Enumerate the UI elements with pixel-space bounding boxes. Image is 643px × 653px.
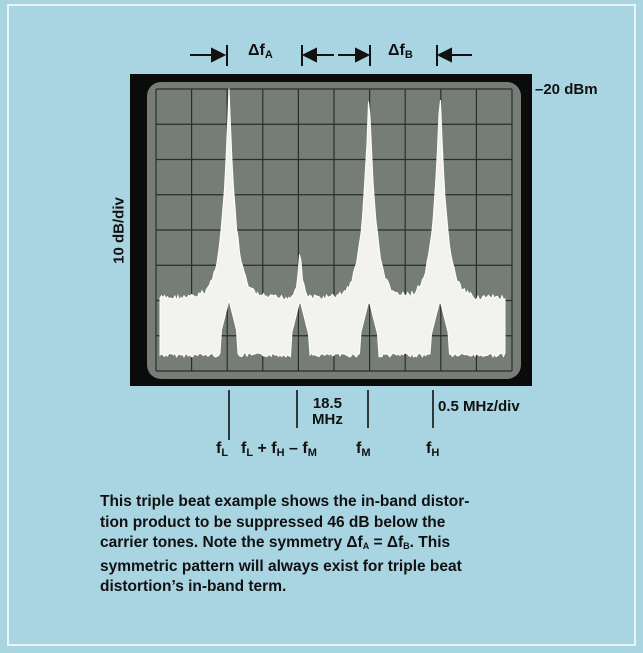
- subscript: L: [246, 447, 254, 459]
- center-unit: MHz: [312, 411, 343, 428]
- text: + f: [253, 440, 277, 457]
- subscript: M: [307, 447, 317, 459]
- marker-lines: [228, 390, 434, 440]
- text: carrier tones. Note the symmetry Δf: [100, 534, 363, 551]
- subscript: A: [362, 541, 370, 551]
- text: symmetric pattern will always exist for …: [100, 557, 462, 575]
- caption-line: tion product to be suppressed 46 dB belo…: [100, 513, 469, 534]
- text: – f: [284, 440, 308, 457]
- text: Δf: [388, 42, 405, 59]
- marker-fm: fM: [356, 440, 371, 459]
- caption-line: This triple beat example shows the in-ba…: [100, 492, 469, 513]
- caption: This triple beat example shows the in-ba…: [100, 492, 469, 598]
- horizontal-scale: 0.5 MHz/div: [438, 398, 520, 415]
- caption-line: distortion’s in-band term.: [100, 577, 469, 598]
- caption-line: carrier tones. Note the symmetry ΔfA = Δ…: [100, 533, 469, 557]
- subscript: H: [276, 447, 285, 459]
- span-arrows: [190, 45, 472, 66]
- caption-line: symmetric pattern will always exist for …: [100, 557, 469, 578]
- subscript: M: [361, 447, 371, 459]
- text: . This: [409, 534, 451, 551]
- subscript: H: [431, 447, 440, 459]
- text: distortion’s in-band term.: [100, 578, 287, 595]
- text: f: [356, 440, 362, 457]
- spectrum-trace: [159, 88, 506, 358]
- text: This triple beat example shows the in-ba…: [100, 493, 470, 510]
- vertical-scale: 10 dB/div: [110, 197, 128, 264]
- text: tion product to be suppressed 46 dB belo…: [100, 513, 446, 531]
- text: f: [216, 440, 222, 457]
- text: f: [426, 440, 432, 457]
- frame: [7, 4, 636, 646]
- subscript: B: [403, 541, 410, 551]
- subscript: L: [221, 447, 229, 459]
- text: = Δf: [369, 534, 404, 551]
- marker-fl: fL: [216, 440, 228, 459]
- text: Δf: [248, 42, 265, 59]
- delta-a: ΔfA: [248, 42, 273, 61]
- reference-level: –20 dBm: [535, 81, 598, 98]
- center-value: 18.5: [312, 395, 343, 412]
- subscript: A: [264, 49, 273, 61]
- center-frequency: 18.5 MHz: [312, 396, 343, 428]
- marker-fh: fH: [426, 440, 439, 459]
- marker-product: fL + fH – fM: [241, 440, 317, 459]
- text: f: [241, 440, 247, 457]
- subscript: B: [404, 49, 413, 61]
- delta-b: ΔfB: [388, 42, 413, 61]
